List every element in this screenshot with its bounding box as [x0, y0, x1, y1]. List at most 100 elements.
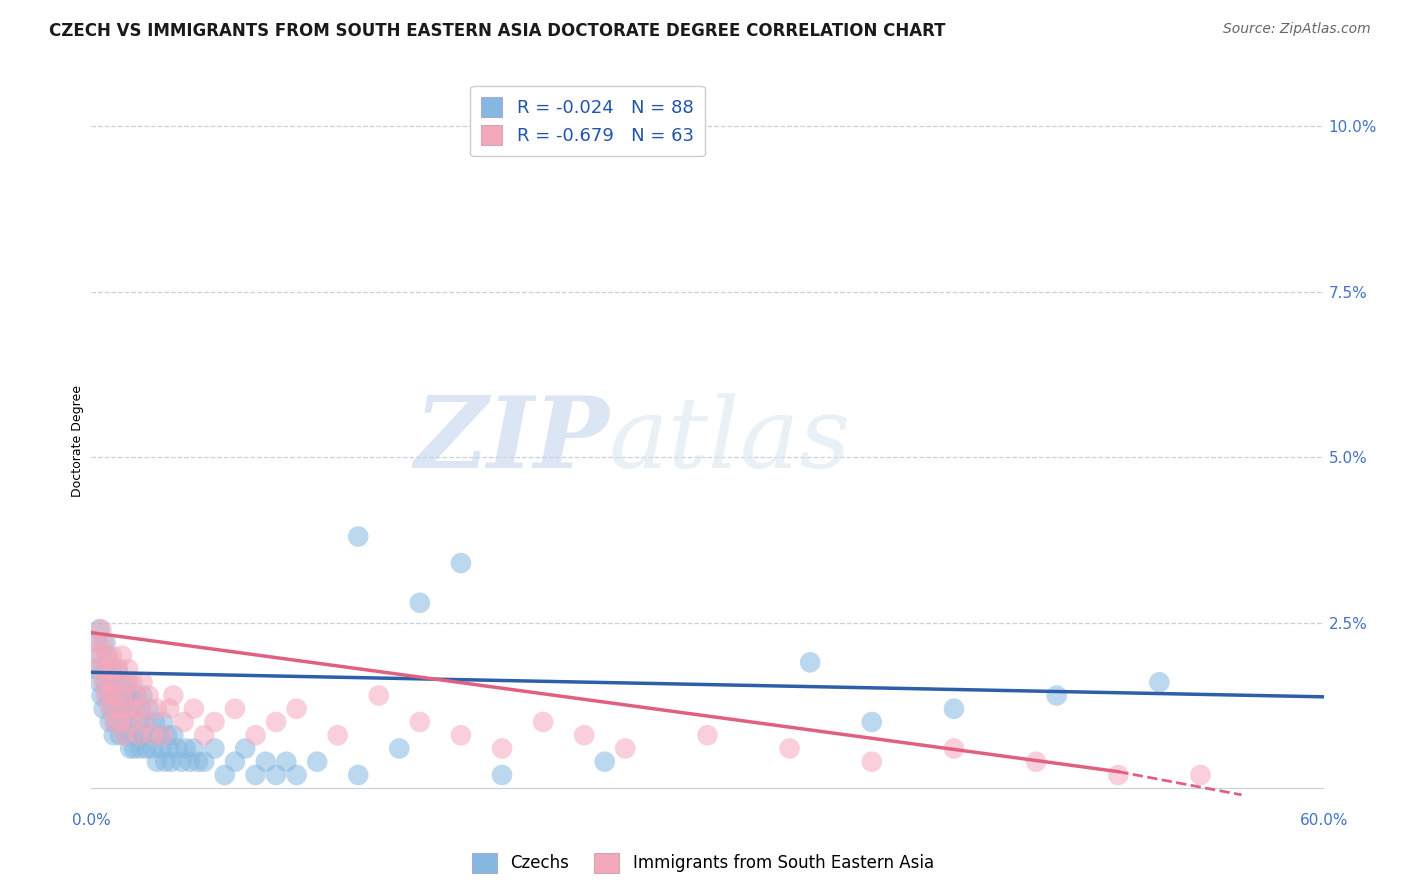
Point: [173, 714, 195, 729]
Point: [148, 728, 170, 742]
Point: [120, 702, 142, 716]
Point: [107, 662, 129, 676]
Point: [117, 662, 139, 676]
Point: [162, 728, 184, 742]
Point: [1025, 755, 1047, 769]
Point: [131, 689, 153, 703]
Text: atlas: atlas: [609, 392, 852, 488]
Point: [84, 635, 107, 649]
Point: [166, 741, 188, 756]
Point: [103, 689, 125, 703]
Point: [86, 635, 108, 649]
Point: [97, 648, 120, 663]
Point: [156, 728, 179, 742]
Point: [104, 714, 127, 729]
Point: [450, 728, 472, 742]
Point: [100, 689, 122, 703]
Point: [93, 702, 115, 716]
Point: [131, 675, 153, 690]
Text: Source: ZipAtlas.com: Source: ZipAtlas.com: [1223, 22, 1371, 37]
Point: [214, 768, 236, 782]
Point: [860, 755, 883, 769]
Point: [224, 702, 246, 716]
Point: [614, 741, 637, 756]
Point: [307, 755, 329, 769]
Point: [108, 689, 131, 703]
Point: [90, 689, 112, 703]
Point: [115, 728, 138, 742]
Point: [124, 741, 146, 756]
Point: [143, 714, 166, 729]
Point: [89, 622, 111, 636]
Point: [183, 741, 205, 756]
Point: [1107, 768, 1129, 782]
Point: [153, 755, 176, 769]
Point: [124, 702, 146, 716]
Point: [491, 768, 513, 782]
Point: [125, 689, 148, 703]
Point: [142, 741, 165, 756]
Point: [112, 728, 135, 742]
Point: [100, 648, 122, 663]
Point: [84, 662, 107, 676]
Point: [107, 662, 129, 676]
Text: ZIP: ZIP: [413, 392, 609, 489]
Point: [93, 662, 115, 676]
Point: [174, 741, 197, 756]
Point: [94, 648, 117, 663]
Point: [129, 741, 152, 756]
Point: [120, 741, 142, 756]
Point: [224, 755, 246, 769]
Point: [129, 702, 152, 716]
Point: [409, 596, 432, 610]
Point: [98, 702, 121, 716]
Point: [139, 728, 162, 742]
Point: [86, 648, 108, 663]
Point: [170, 755, 193, 769]
Point: [127, 728, 149, 742]
Point: [142, 728, 165, 742]
Point: [193, 728, 215, 742]
Point: [108, 714, 131, 729]
Point: [111, 648, 134, 663]
Point: [98, 675, 121, 690]
Point: [134, 714, 156, 729]
Point: [179, 755, 201, 769]
Point: [245, 728, 267, 742]
Point: [138, 689, 160, 703]
Point: [942, 741, 965, 756]
Point: [131, 728, 153, 742]
Point: [152, 728, 174, 742]
Point: [799, 656, 821, 670]
Point: [104, 689, 127, 703]
Point: [367, 689, 389, 703]
Point: [593, 755, 616, 769]
Point: [111, 714, 134, 729]
Point: [89, 662, 111, 676]
Point: [115, 675, 138, 690]
Point: [264, 768, 287, 782]
Point: [111, 675, 134, 690]
Point: [388, 741, 411, 756]
Legend: R = -0.024   N = 88, R = -0.679   N = 63: R = -0.024 N = 88, R = -0.679 N = 63: [470, 86, 704, 156]
Point: [285, 768, 308, 782]
Y-axis label: Doctorate Degree: Doctorate Degree: [72, 384, 84, 497]
Point: [112, 702, 135, 716]
Point: [115, 702, 138, 716]
Point: [103, 714, 125, 729]
Point: [127, 714, 149, 729]
Point: [98, 714, 121, 729]
Point: [115, 689, 138, 703]
Point: [157, 741, 180, 756]
Point: [97, 662, 120, 676]
Point: [117, 714, 139, 729]
Point: [160, 755, 183, 769]
Point: [94, 689, 117, 703]
Point: [129, 702, 152, 716]
Point: [233, 741, 256, 756]
Point: [125, 689, 148, 703]
Point: [134, 714, 156, 729]
Point: [124, 702, 146, 716]
Point: [107, 702, 129, 716]
Point: [204, 714, 226, 729]
